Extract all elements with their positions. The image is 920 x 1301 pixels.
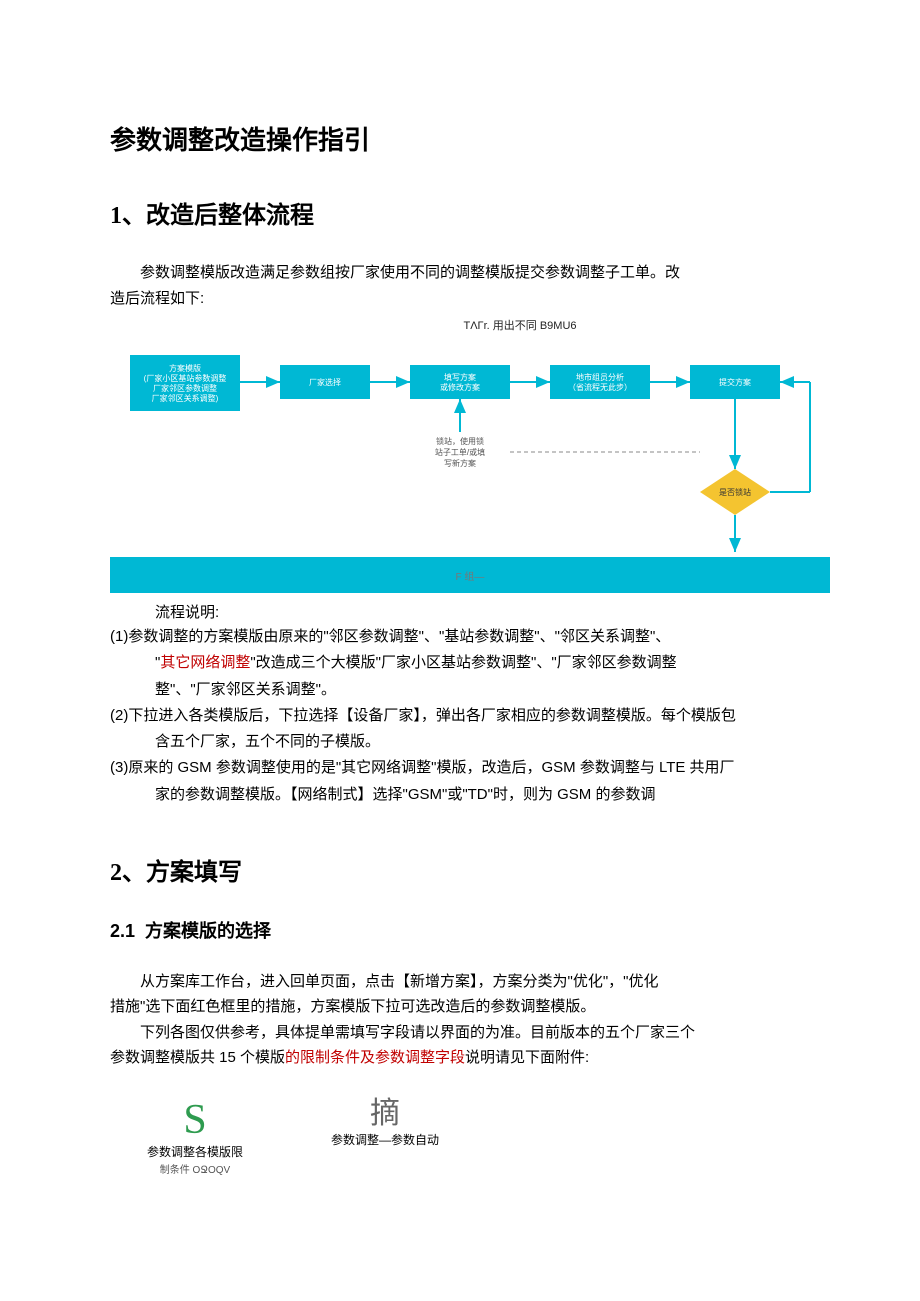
flowchart-footer-text: F 组— <box>456 568 485 583</box>
svg-text:（省流程无此步）: （省流程无此步） <box>568 382 632 392</box>
attachment-1-label: 参数调整各模版限 <box>147 1145 243 1161</box>
section-2-1-p1b: 措施"选下面红色框里的措施，方案模版下拉可选改造后的参数调整模版。 <box>110 994 830 1020</box>
svg-text:锁站，使用锁: 锁站，使用锁 <box>436 436 484 446</box>
explanation-item-3a: (3)原来的 GSM 参数调整使用的是"其它网络调整"模版，改造后，GSM 参数… <box>110 755 830 781</box>
p2b-red: 的限制条件及参数调整字段 <box>285 1049 465 1066</box>
section-1-intro-line1: 参数调整模版改造满足参数组按厂家使用不同的调整模版提交参数调整子工单。改 <box>110 260 830 286</box>
item-1b-rest: "改造成三个大模版"厂家小区基站参数调整"、"厂家邻区参数调整 <box>250 654 676 671</box>
svg-text:厂家邻区参数调整: 厂家邻区参数调整 <box>153 383 217 393</box>
svg-text:填写方案: 填写方案 <box>444 372 476 382</box>
document-title: 参数调整改造操作指引 <box>110 120 830 157</box>
explanation-label: 流程说明: <box>155 601 830 622</box>
section-2-1-p2b: 参数调整模版共 15 个模版的限制条件及参数调整字段说明请见下面附件: <box>110 1045 830 1071</box>
flowchart-svg: 方案模版(厂家小区基站参数调整厂家邻区参数调整厂家邻区关系调整) 厂家选择 填写方案… <box>110 337 830 557</box>
explanation-item-2a: (2)下拉进入各类模版后，下拉选择【设备厂家】，弹出各厂家相应的参数调整模版。每… <box>110 703 830 729</box>
section-2-number: 2 <box>110 860 122 886</box>
attachment-1-sublabel: 制条件 OՋOQV <box>160 1161 230 1176</box>
section-2-text: 、方案填写 <box>122 859 242 886</box>
attachment-2-icon: 摘 <box>370 1099 400 1129</box>
section-2-1-heading: 2.1 方案模版的选择 <box>110 917 830 943</box>
explanation-item-1a: (1)参数调整的方案模版由原来的"邻区参数调整"、"基站参数调整"、"邻区关系调… <box>110 624 830 650</box>
section-1-text: 、改造后整体流程 <box>122 202 314 229</box>
explanation-item-3b: 家的参数调整模版。【网络制式】选择"GSM"或"TD"时，则为 GSM 的参数调 <box>110 782 830 808</box>
svg-text:厂家选择: 厂家选择 <box>309 377 341 387</box>
svg-text:是否锁站: 是否锁站 <box>719 487 751 497</box>
explanation-item-1b: "其它网络调整"改造成三个大模版"厂家小区基站参数调整"、"厂家邻区参数调整 <box>110 650 830 676</box>
section-1-number: 1 <box>110 203 122 229</box>
svg-text:提交方案: 提交方案 <box>719 377 751 387</box>
p2b-post: 说明请见下面附件: <box>465 1049 589 1066</box>
explanation-item-1c: 整"、"厂家邻区关系调整"。 <box>110 677 830 703</box>
p2b-pre: 参数调整模版共 15 个模版 <box>110 1049 285 1066</box>
explanation-list: (1)参数调整的方案模版由原来的"邻区参数调整"、"基站参数调整"、"邻区关系调… <box>110 624 830 808</box>
svg-text:地市组员分析: 地市组员分析 <box>576 372 624 382</box>
svg-text:写新方案: 写新方案 <box>444 458 476 468</box>
section-2-1-number: 2.1 <box>110 921 135 941</box>
svg-text:或修改方案: 或修改方案 <box>440 382 480 392</box>
flowchart-footer-bar: F 组— <box>110 557 830 593</box>
svg-text:(厂家小区基站参数调整: (厂家小区基站参数调整 <box>144 373 227 383</box>
attachment-1-icon: S <box>183 1099 206 1141</box>
item-1b-red: 其它网络调整 <box>160 654 250 671</box>
attachment-2-label: 参数调整—参数自动 <box>331 1133 439 1149</box>
flowchart-region: TΛΓr. 用出不同 B9MU6 方案模版(厂家小区基站参数调整厂家邻区参数调整… <box>110 317 830 593</box>
flowchart-caption: TΛΓr. 用出不同 B9MU6 <box>210 317 830 333</box>
attachment-1[interactable]: S 参数调整各模版限 制条件 OՋOQV <box>120 1099 270 1177</box>
attachments-row: S 参数调整各模版限 制条件 OՋOQV 摘 参数调整—参数自动 <box>120 1099 830 1177</box>
section-2-1-text: 方案模版的选择 <box>145 921 271 941</box>
attachment-2[interactable]: 摘 参数调整—参数自动 <box>310 1099 460 1177</box>
svg-text:厂家邻区关系调整): 厂家邻区关系调整) <box>152 393 219 403</box>
section-1-intro-line2: 造后流程如下: <box>110 286 830 312</box>
section-2-heading: 2、方案填写 <box>110 852 830 887</box>
section-2-1-p1a: 从方案库工作台，进入回单页面，点击【新增方案】，方案分类为"优化"，"优化 <box>110 969 830 995</box>
svg-text:方案模版: 方案模版 <box>169 363 201 373</box>
section-1-heading: 1、改造后整体流程 <box>110 195 830 230</box>
section-2-1-p2a: 下列各图仅供参考，具体提单需填写字段请以界面的为准。目前版本的五个厂家三个 <box>110 1020 830 1046</box>
explanation-item-2b: 含五个厂家，五个不同的子模版。 <box>110 729 830 755</box>
svg-text:站子工单/或填: 站子工单/或填 <box>435 447 485 457</box>
